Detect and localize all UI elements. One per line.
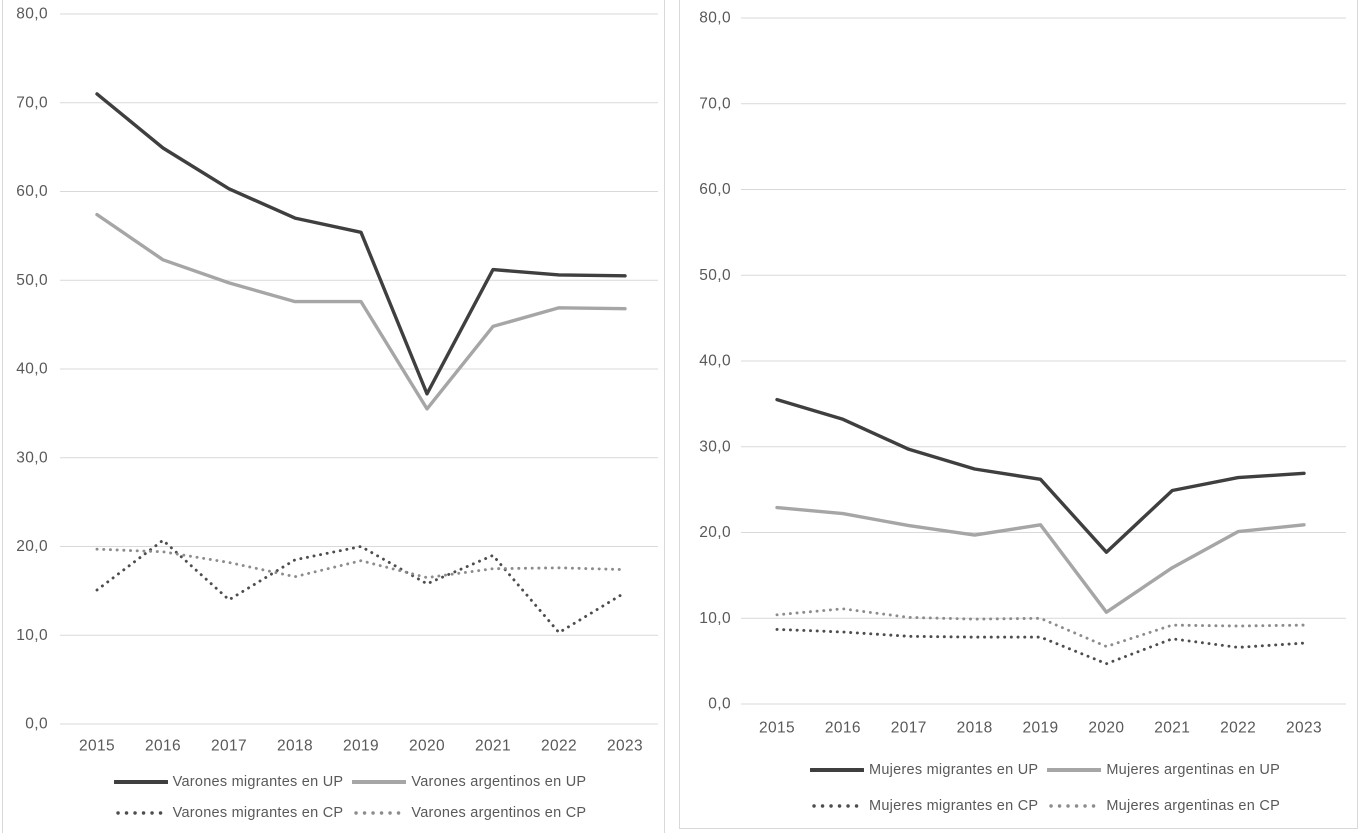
legend-marker-dotted-line-icon xyxy=(354,811,405,815)
legend-row-varones-1: Varones migrantes en UP Varones argentino… xyxy=(40,771,660,793)
legend-item: Varones migrantes en UP xyxy=(113,774,344,790)
series-line-varones-migrantes-en-cp xyxy=(95,538,627,635)
legend-row-mujeres-1: Mujeres migrantes en UP Mujeres argentina… xyxy=(745,759,1345,781)
y-axis-label: 40,0 xyxy=(16,361,48,378)
legend-item: Varones argentinos en CP xyxy=(352,805,586,821)
series-line-mujeres-argentinas-en-up xyxy=(775,505,1306,614)
legend-marker-dotted-line-icon xyxy=(1049,804,1100,808)
x-axis-label: 2015 xyxy=(759,720,795,737)
legend-label: Varones migrantes en CP xyxy=(172,805,344,821)
legend-label: Mujeres migrantes en UP xyxy=(869,762,1039,778)
series-line-varones-argentinos-en-up xyxy=(95,212,627,411)
y-axis-label: 30,0 xyxy=(699,438,731,455)
x-axis-label: 2018 xyxy=(277,738,313,755)
y-axis-label: 30,0 xyxy=(16,449,48,466)
legend-item: Mujeres argentinas en UP xyxy=(1047,762,1280,778)
legend-marker-dotted-line-icon xyxy=(812,804,862,808)
chart-frame-varones xyxy=(2,0,665,833)
series-line-varones-argentinos-en-cp xyxy=(95,547,627,580)
y-axis-label: 20,0 xyxy=(699,524,731,541)
legend-label: Mujeres argentinas en UP xyxy=(1106,762,1280,778)
y-axis-label: 40,0 xyxy=(699,353,731,370)
legend-marker-solid-line-icon xyxy=(810,768,864,772)
legend-label: Varones argentinos en UP xyxy=(411,774,587,790)
legend-label: Mujeres argentinas en CP xyxy=(1106,798,1280,814)
y-axis-label: 20,0 xyxy=(16,538,48,555)
legend-row-varones-2: Varones migrantes en CP Varones argentino… xyxy=(40,802,660,824)
legend-marker-dotted-line-icon xyxy=(115,811,166,815)
x-axis-label: 2017 xyxy=(211,738,247,755)
legend-item: Mujeres migrantes en UP xyxy=(810,762,1038,778)
y-axis-label: 80,0 xyxy=(16,6,48,23)
x-axis-label: 2016 xyxy=(825,720,861,737)
x-axis-label: 2022 xyxy=(1220,720,1256,737)
y-axis-label: 0,0 xyxy=(708,696,731,713)
series-line-mujeres-migrantes-en-cp xyxy=(775,627,1306,666)
x-axis-label: 2019 xyxy=(1022,720,1058,737)
x-axis-label: 2021 xyxy=(1154,720,1190,737)
x-axis-label: 2015 xyxy=(79,738,115,755)
y-axis-label: 50,0 xyxy=(16,272,48,289)
x-axis-label: 2020 xyxy=(1088,720,1124,737)
x-axis-label: 2021 xyxy=(475,738,511,755)
y-axis-label: 0,0 xyxy=(25,716,48,733)
y-axis-label: 10,0 xyxy=(699,610,731,627)
x-axis-label: 2022 xyxy=(541,738,577,755)
y-axis-label: 60,0 xyxy=(699,181,731,198)
series-line-mujeres-argentinas-en-cp xyxy=(775,607,1306,648)
x-axis-label: 2019 xyxy=(343,738,379,755)
y-axis-label: 80,0 xyxy=(699,10,731,27)
legend-marker-solid-line-icon xyxy=(352,780,407,784)
x-axis-label: 2023 xyxy=(607,738,643,755)
x-axis-label: 2017 xyxy=(891,720,927,737)
x-axis-label: 2016 xyxy=(145,738,181,755)
chart-frame-mujeres xyxy=(679,0,1358,829)
x-axis-label: 2018 xyxy=(957,720,993,737)
y-axis-label: 10,0 xyxy=(16,627,48,644)
y-axis-label: 70,0 xyxy=(16,94,48,111)
legend-label: Mujeres migrantes en CP xyxy=(869,798,1039,814)
series-line-mujeres-migrantes-en-up xyxy=(775,397,1306,554)
legend-item: Varones argentinos en UP xyxy=(352,774,586,790)
legend-label: Varones migrantes en UP xyxy=(172,774,344,790)
legend-item: Mujeres migrantes en CP xyxy=(810,798,1038,814)
legend-label: Varones argentinos en CP xyxy=(411,805,587,821)
y-axis-label: 60,0 xyxy=(16,183,48,200)
y-axis-label: 50,0 xyxy=(699,267,731,284)
x-axis-label: 2023 xyxy=(1286,720,1322,737)
y-axis-label: 70,0 xyxy=(699,95,731,112)
legend-marker-solid-line-icon xyxy=(113,780,168,784)
legend-item: Varones migrantes en CP xyxy=(114,805,344,821)
series-line-varones-migrantes-en-up xyxy=(95,92,627,396)
x-axis-label: 2020 xyxy=(409,738,445,755)
legend-item: Mujeres argentinas en CP xyxy=(1047,798,1280,814)
legend-row-mujeres-2: Mujeres migrantes en CP Mujeres argentina… xyxy=(745,795,1345,817)
legend-marker-solid-line-icon xyxy=(1047,768,1102,772)
